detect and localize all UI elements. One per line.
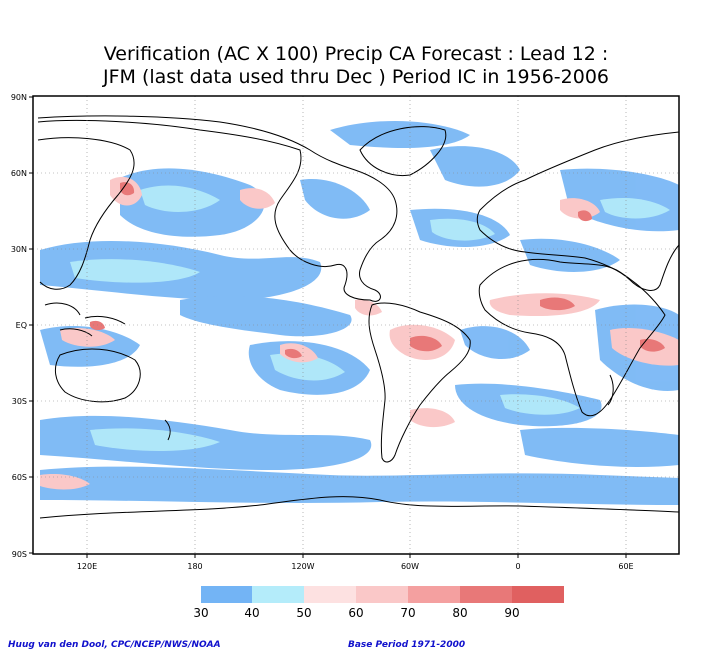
- lat-label-60s: 60S: [12, 473, 27, 482]
- color-legend: [201, 586, 564, 603]
- base-period-text: Base Period 1971-2000: [348, 640, 466, 650]
- lon-label-60w: 60W: [401, 562, 419, 571]
- lat-label-60n: 60N: [11, 169, 27, 178]
- lon-label-120w: 120W: [291, 562, 314, 571]
- legend-swatch-1: [201, 586, 252, 603]
- lon-label-180: 180: [187, 562, 202, 571]
- gridlines: [33, 96, 679, 554]
- legend-label-30: 30: [193, 606, 208, 620]
- lon-label-60e: 60E: [618, 562, 633, 571]
- lon-label-0: 0: [515, 562, 520, 571]
- legend-swatch-4: [356, 586, 408, 603]
- legend-label-50: 50: [296, 606, 311, 620]
- legend-label-70: 70: [400, 606, 415, 620]
- lat-label-30s: 30S: [12, 397, 27, 406]
- map-title-line-1: Verification (AC X 100) Precip CA Foreca…: [103, 43, 609, 65]
- legend-swatch-5: [408, 586, 460, 603]
- legend-swatch-7: [512, 586, 564, 603]
- legend-swatch-3: [304, 586, 356, 603]
- skill-shading: [40, 120, 679, 505]
- legend-label-40: 40: [244, 606, 259, 620]
- legend-swatch-2: [252, 586, 304, 603]
- lat-label-eq: EQ: [16, 321, 27, 330]
- map-title-line-2: JFM (last data used thru Dec ) Period IC…: [102, 66, 609, 88]
- legend-label-90: 90: [504, 606, 519, 620]
- lat-label-90n: 90N: [11, 93, 27, 102]
- axis-ticks: [29, 96, 627, 558]
- lat-label-90s: 90S: [12, 550, 27, 559]
- legend-swatch-6: [460, 586, 512, 603]
- coastlines: [37, 115, 679, 519]
- legend-label-80: 80: [452, 606, 467, 620]
- lon-label-120e: 120E: [77, 562, 97, 571]
- credit-text: Huug van den Dool, CPC/NCEP/NWS/NOAA: [8, 640, 221, 650]
- legend-label-60: 60: [348, 606, 363, 620]
- lat-label-30n: 30N: [11, 245, 27, 254]
